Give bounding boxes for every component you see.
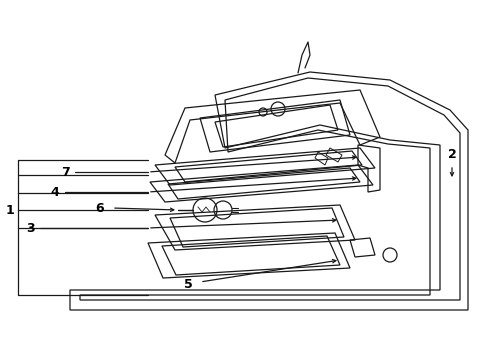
Text: 7: 7 xyxy=(61,166,70,179)
Text: 1: 1 xyxy=(5,203,14,216)
Text: 3: 3 xyxy=(25,221,34,234)
Text: 6: 6 xyxy=(96,202,104,215)
Text: 4: 4 xyxy=(50,185,59,198)
Text: 5: 5 xyxy=(184,279,193,292)
Text: 2: 2 xyxy=(448,148,456,162)
